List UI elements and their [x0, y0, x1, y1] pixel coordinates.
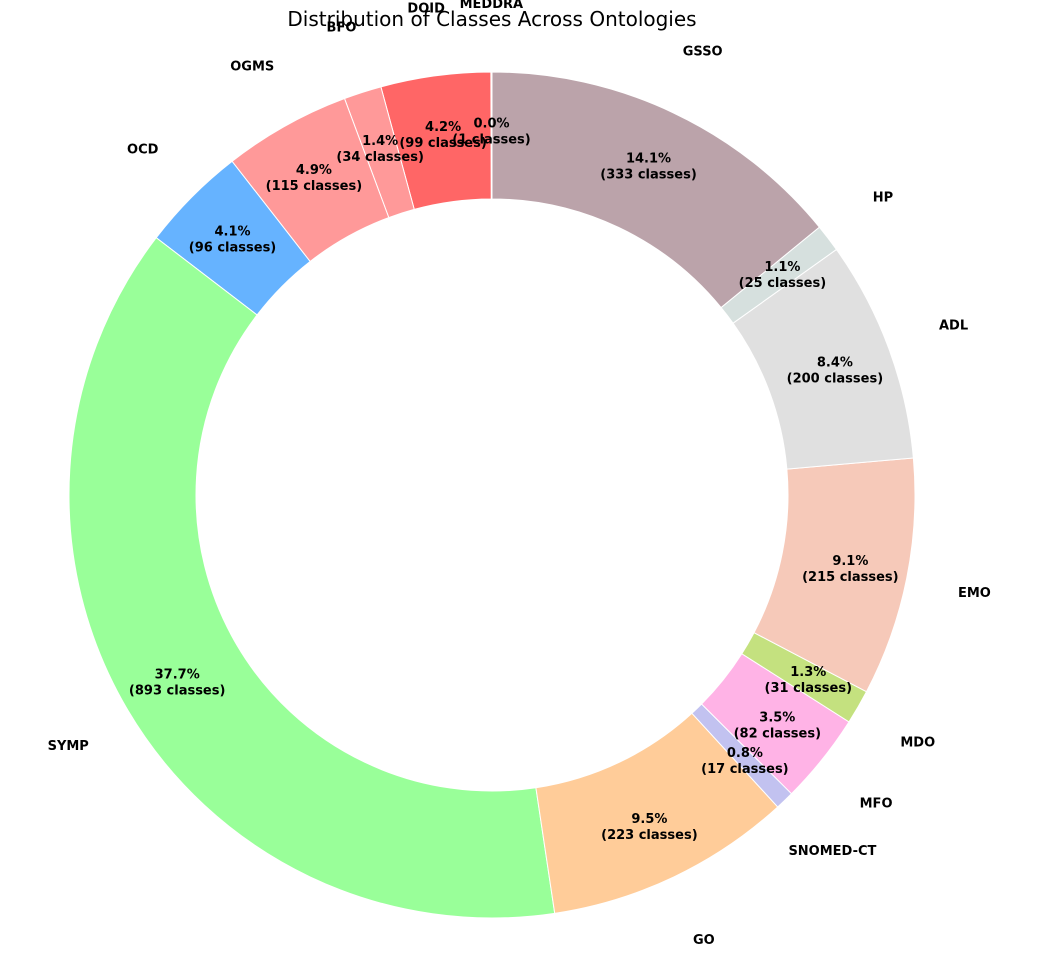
- percent-label-doid: 4.2%: [425, 120, 461, 135]
- count-label-go: (223 classes): [601, 828, 698, 843]
- category-label-bfo: BFO: [327, 21, 357, 36]
- percent-label-adl: 8.4%: [817, 355, 853, 370]
- category-label-gsso: GSSO: [683, 44, 723, 59]
- percent-label-gsso: 14.1%: [626, 152, 671, 167]
- category-label-go: GO: [693, 933, 715, 948]
- percent-label-snomed-ct: 0.8%: [727, 746, 763, 761]
- count-label-adl: (200 classes): [787, 371, 884, 386]
- count-label-bfo: (34 classes): [336, 150, 423, 165]
- count-label-symp: (893 classes): [129, 684, 226, 699]
- category-label-mdo: MDO: [900, 736, 935, 751]
- percent-label-go: 9.5%: [631, 812, 667, 827]
- chart-title: Distribution of Classes Across Ontologie…: [287, 7, 696, 31]
- category-label-meddra: MEDDRA: [460, 0, 523, 12]
- count-label-doid: (99 classes): [399, 136, 486, 151]
- category-label-adl: ADL: [939, 319, 968, 334]
- category-label-doid: DOID: [407, 1, 445, 16]
- category-label-ogms: OGMS: [230, 59, 274, 74]
- category-label-hp: HP: [873, 190, 893, 205]
- count-label-hp: (25 classes): [739, 276, 826, 291]
- percent-label-emo: 9.1%: [832, 554, 868, 569]
- count-label-snomed-ct: (17 classes): [701, 762, 788, 777]
- category-label-mfo: MFO: [860, 796, 893, 811]
- percent-label-ogms: 4.9%: [296, 163, 332, 178]
- slices-group: [68, 71, 916, 919]
- slice-gsso: [491, 71, 821, 309]
- category-label-emo: EMO: [958, 586, 991, 601]
- percent-label-symp: 37.7%: [155, 668, 200, 683]
- category-label-snomed-ct: SNOMED-CT: [788, 844, 876, 859]
- percent-label-bfo: 1.4%: [362, 134, 398, 149]
- count-label-mfo: (82 classes): [734, 726, 821, 741]
- count-label-emo: (215 classes): [802, 570, 899, 585]
- percent-label-ocd: 4.1%: [214, 225, 250, 240]
- percent-label-mdo: 1.3%: [790, 665, 826, 680]
- slice-symp: [68, 237, 556, 919]
- count-label-ocd: (96 classes): [189, 241, 276, 256]
- category-label-symp: SYMP: [48, 739, 89, 754]
- count-label-meddra: (1 classes): [452, 133, 530, 148]
- count-label-ogms: (115 classes): [266, 179, 363, 194]
- count-label-mdo: (31 classes): [765, 681, 852, 696]
- percent-label-meddra: 0.0%: [473, 117, 509, 132]
- count-label-gsso: (333 classes): [600, 168, 697, 183]
- percent-label-hp: 1.1%: [764, 260, 800, 275]
- labels-group: MEDDRA 0.0%(1 classes) DOID 4.2%(99 classes…: [48, 0, 991, 948]
- category-label-ocd: OCD: [127, 142, 159, 157]
- percent-label-mfo: 3.5%: [759, 710, 795, 725]
